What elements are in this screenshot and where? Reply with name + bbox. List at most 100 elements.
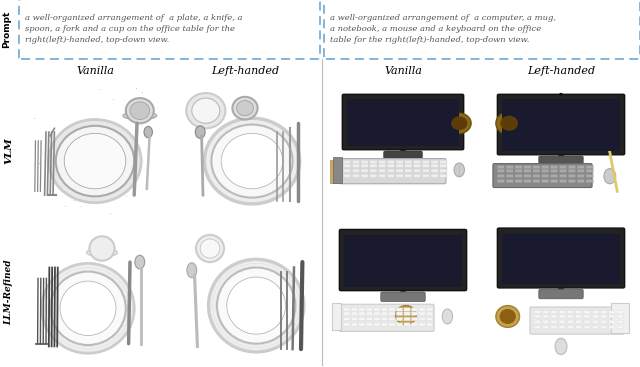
Text: Vanilla: Vanilla	[384, 66, 422, 76]
FancyBboxPatch shape	[404, 164, 412, 168]
FancyBboxPatch shape	[592, 310, 598, 314]
FancyBboxPatch shape	[551, 315, 557, 318]
FancyBboxPatch shape	[575, 315, 582, 318]
FancyBboxPatch shape	[609, 320, 615, 323]
Bar	[332, 303, 341, 330]
Bar	[330, 160, 339, 182]
FancyBboxPatch shape	[381, 312, 388, 315]
FancyBboxPatch shape	[404, 308, 410, 311]
FancyBboxPatch shape	[359, 323, 365, 326]
FancyBboxPatch shape	[426, 323, 433, 326]
FancyBboxPatch shape	[539, 156, 583, 164]
Ellipse shape	[454, 163, 465, 177]
FancyBboxPatch shape	[534, 326, 540, 329]
FancyBboxPatch shape	[361, 160, 368, 164]
FancyBboxPatch shape	[577, 179, 584, 183]
FancyBboxPatch shape	[575, 320, 582, 323]
FancyBboxPatch shape	[344, 174, 351, 178]
FancyBboxPatch shape	[524, 169, 531, 172]
FancyBboxPatch shape	[413, 174, 420, 178]
FancyBboxPatch shape	[342, 94, 463, 150]
FancyBboxPatch shape	[404, 312, 410, 315]
Circle shape	[49, 120, 141, 203]
FancyBboxPatch shape	[344, 235, 462, 287]
FancyBboxPatch shape	[352, 174, 360, 178]
Circle shape	[200, 239, 220, 258]
FancyBboxPatch shape	[366, 323, 372, 326]
FancyBboxPatch shape	[559, 166, 566, 169]
FancyBboxPatch shape	[344, 169, 351, 172]
FancyBboxPatch shape	[422, 164, 429, 168]
Ellipse shape	[135, 255, 145, 269]
FancyBboxPatch shape	[351, 323, 357, 326]
Ellipse shape	[86, 248, 117, 257]
FancyBboxPatch shape	[419, 317, 425, 321]
FancyBboxPatch shape	[493, 164, 592, 188]
FancyBboxPatch shape	[543, 315, 548, 318]
FancyBboxPatch shape	[389, 317, 395, 321]
FancyBboxPatch shape	[347, 99, 460, 146]
Circle shape	[447, 113, 471, 133]
FancyBboxPatch shape	[359, 308, 365, 311]
FancyBboxPatch shape	[366, 312, 372, 315]
FancyBboxPatch shape	[419, 323, 425, 326]
FancyBboxPatch shape	[389, 323, 395, 326]
FancyBboxPatch shape	[422, 169, 429, 172]
FancyBboxPatch shape	[412, 323, 418, 326]
FancyBboxPatch shape	[412, 308, 418, 311]
FancyBboxPatch shape	[396, 164, 403, 168]
FancyBboxPatch shape	[506, 179, 513, 183]
FancyBboxPatch shape	[387, 169, 394, 172]
FancyBboxPatch shape	[502, 233, 620, 284]
FancyBboxPatch shape	[404, 169, 412, 172]
FancyBboxPatch shape	[431, 160, 438, 164]
FancyBboxPatch shape	[378, 169, 386, 172]
FancyBboxPatch shape	[361, 169, 368, 172]
FancyBboxPatch shape	[586, 169, 593, 172]
FancyBboxPatch shape	[586, 166, 593, 169]
FancyBboxPatch shape	[584, 326, 590, 329]
FancyBboxPatch shape	[541, 174, 549, 178]
Ellipse shape	[555, 338, 567, 355]
FancyBboxPatch shape	[541, 179, 549, 183]
FancyBboxPatch shape	[617, 320, 623, 323]
FancyBboxPatch shape	[404, 323, 410, 326]
FancyBboxPatch shape	[381, 317, 388, 321]
FancyBboxPatch shape	[541, 169, 549, 172]
FancyBboxPatch shape	[389, 308, 395, 311]
FancyBboxPatch shape	[550, 179, 557, 183]
FancyBboxPatch shape	[497, 174, 504, 178]
FancyBboxPatch shape	[551, 326, 557, 329]
FancyBboxPatch shape	[426, 308, 433, 311]
FancyBboxPatch shape	[600, 315, 607, 318]
FancyBboxPatch shape	[530, 307, 625, 334]
Text: a well-organized arrangement of  a computer, a mug,
a notebook, a mouse and a ke: a well-organized arrangement of a comput…	[330, 14, 556, 44]
FancyBboxPatch shape	[506, 174, 513, 178]
Circle shape	[204, 118, 300, 204]
Circle shape	[50, 272, 126, 345]
FancyBboxPatch shape	[339, 304, 434, 331]
FancyBboxPatch shape	[532, 166, 540, 169]
FancyBboxPatch shape	[559, 320, 565, 323]
FancyBboxPatch shape	[550, 174, 557, 178]
FancyBboxPatch shape	[586, 179, 593, 183]
FancyBboxPatch shape	[404, 317, 410, 321]
Circle shape	[211, 124, 292, 197]
FancyBboxPatch shape	[339, 229, 467, 291]
FancyBboxPatch shape	[396, 174, 403, 178]
FancyBboxPatch shape	[568, 174, 575, 178]
Text: a well-organized arrangement of  a plate, a knife, a
spoon, a fork and a cup on : a well-organized arrangement of a plate,…	[25, 14, 243, 44]
FancyBboxPatch shape	[575, 310, 582, 314]
FancyBboxPatch shape	[440, 174, 447, 178]
FancyBboxPatch shape	[422, 174, 429, 178]
FancyBboxPatch shape	[378, 174, 386, 178]
Bar	[611, 303, 629, 333]
FancyBboxPatch shape	[352, 169, 360, 172]
FancyBboxPatch shape	[387, 160, 394, 164]
FancyBboxPatch shape	[389, 312, 395, 315]
FancyBboxPatch shape	[426, 317, 433, 321]
FancyBboxPatch shape	[497, 94, 625, 155]
FancyBboxPatch shape	[374, 312, 380, 315]
Ellipse shape	[195, 126, 205, 138]
Circle shape	[227, 277, 285, 334]
